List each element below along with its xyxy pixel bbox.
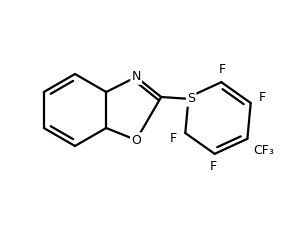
Text: S: S xyxy=(187,92,195,106)
Text: CF₃: CF₃ xyxy=(253,144,274,157)
Text: O: O xyxy=(131,134,141,146)
Text: F: F xyxy=(219,63,226,76)
Text: F: F xyxy=(170,132,177,145)
Text: F: F xyxy=(259,91,266,104)
Text: N: N xyxy=(131,70,141,83)
Text: F: F xyxy=(210,160,217,173)
